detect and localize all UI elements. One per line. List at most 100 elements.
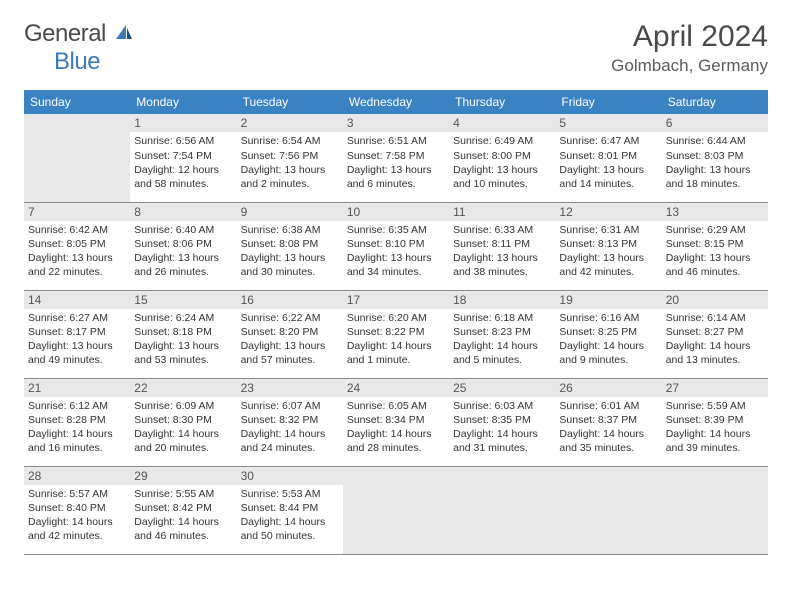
- day-details: Sunrise: 6:07 AMSunset: 8:32 PMDaylight:…: [237, 397, 343, 460]
- day-cell: 2Sunrise: 6:54 AMSunset: 7:56 PMDaylight…: [237, 114, 343, 202]
- daylight-line: Daylight: 13 hours and 34 minutes.: [347, 251, 445, 279]
- day-number: 15: [130, 291, 236, 309]
- daylight-line: Daylight: 14 hours and 39 minutes.: [666, 427, 764, 455]
- logo: General Blue: [24, 20, 134, 76]
- day-details: Sunrise: 6:14 AMSunset: 8:27 PMDaylight:…: [662, 309, 768, 372]
- daylight-line: Daylight: 12 hours and 58 minutes.: [134, 163, 232, 191]
- daylight-line: Daylight: 13 hours and 6 minutes.: [347, 163, 445, 191]
- day-number: 11: [449, 203, 555, 221]
- sunset-line: Sunset: 8:44 PM: [241, 501, 339, 515]
- day-details: Sunrise: 6:56 AMSunset: 7:54 PMDaylight:…: [130, 132, 236, 195]
- calendar-row: 21Sunrise: 6:12 AMSunset: 8:28 PMDayligh…: [24, 378, 768, 466]
- sunset-line: Sunset: 8:28 PM: [28, 413, 126, 427]
- sunrise-line: Sunrise: 5:53 AM: [241, 487, 339, 501]
- day-cell: 3Sunrise: 6:51 AMSunset: 7:58 PMDaylight…: [343, 114, 449, 202]
- day-details: Sunrise: 6:24 AMSunset: 8:18 PMDaylight:…: [130, 309, 236, 372]
- daylight-line: Daylight: 14 hours and 46 minutes.: [134, 515, 232, 543]
- calendar-page: General Blue April 2024 Golmbach, German…: [0, 0, 792, 575]
- title-block: April 2024 Golmbach, Germany: [611, 20, 768, 76]
- day-details: Sunrise: 6:49 AMSunset: 8:00 PMDaylight:…: [449, 132, 555, 195]
- sunrise-line: Sunrise: 6:29 AM: [666, 223, 764, 237]
- sunset-line: Sunset: 8:22 PM: [347, 325, 445, 339]
- day-cell: 30Sunrise: 5:53 AMSunset: 8:44 PMDayligh…: [237, 466, 343, 554]
- day-number: 25: [449, 379, 555, 397]
- sunrise-line: Sunrise: 6:03 AM: [453, 399, 551, 413]
- day-number: 12: [555, 203, 661, 221]
- day-number: 20: [662, 291, 768, 309]
- sunset-line: Sunset: 7:54 PM: [134, 149, 232, 163]
- sunrise-line: Sunrise: 6:44 AM: [666, 134, 764, 148]
- daylight-line: Daylight: 14 hours and 9 minutes.: [559, 339, 657, 367]
- daylight-line: Daylight: 14 hours and 24 minutes.: [241, 427, 339, 455]
- sunrise-line: Sunrise: 6:01 AM: [559, 399, 657, 413]
- day-cell: 7Sunrise: 6:42 AMSunset: 8:05 PMDaylight…: [24, 202, 130, 290]
- day-details: Sunrise: 6:33 AMSunset: 8:11 PMDaylight:…: [449, 221, 555, 284]
- daylight-line: Daylight: 13 hours and 14 minutes.: [559, 163, 657, 191]
- day-number: 18: [449, 291, 555, 309]
- day-details: Sunrise: 5:53 AMSunset: 8:44 PMDaylight:…: [237, 485, 343, 548]
- daylight-line: Daylight: 13 hours and 46 minutes.: [666, 251, 764, 279]
- day-details: Sunrise: 6:44 AMSunset: 8:03 PMDaylight:…: [662, 132, 768, 195]
- day-number: 9: [237, 203, 343, 221]
- day-number: 21: [24, 379, 130, 397]
- day-cell: 12Sunrise: 6:31 AMSunset: 8:13 PMDayligh…: [555, 202, 661, 290]
- sunrise-line: Sunrise: 6:33 AM: [453, 223, 551, 237]
- day-number: 1: [130, 114, 236, 132]
- weekday-header: Tuesday: [237, 90, 343, 114]
- day-cell: 9Sunrise: 6:38 AMSunset: 8:08 PMDaylight…: [237, 202, 343, 290]
- sunset-line: Sunset: 8:25 PM: [559, 325, 657, 339]
- daylight-line: Daylight: 13 hours and 18 minutes.: [666, 163, 764, 191]
- sail-icon: [114, 20, 134, 48]
- empty-cell: [662, 466, 768, 554]
- day-cell: 17Sunrise: 6:20 AMSunset: 8:22 PMDayligh…: [343, 290, 449, 378]
- location-label: Golmbach, Germany: [611, 56, 768, 76]
- sunrise-line: Sunrise: 6:18 AM: [453, 311, 551, 325]
- day-details: Sunrise: 6:05 AMSunset: 8:34 PMDaylight:…: [343, 397, 449, 460]
- day-cell: 26Sunrise: 6:01 AMSunset: 8:37 PMDayligh…: [555, 378, 661, 466]
- day-details: Sunrise: 6:01 AMSunset: 8:37 PMDaylight:…: [555, 397, 661, 460]
- day-number: 2: [237, 114, 343, 132]
- day-cell: 19Sunrise: 6:16 AMSunset: 8:25 PMDayligh…: [555, 290, 661, 378]
- day-number: 10: [343, 203, 449, 221]
- sunset-line: Sunset: 8:11 PM: [453, 237, 551, 251]
- calendar-body: 1Sunrise: 6:56 AMSunset: 7:54 PMDaylight…: [24, 114, 768, 554]
- day-cell: 13Sunrise: 6:29 AMSunset: 8:15 PMDayligh…: [662, 202, 768, 290]
- sunrise-line: Sunrise: 5:59 AM: [666, 399, 764, 413]
- day-cell: 1Sunrise: 6:56 AMSunset: 7:54 PMDaylight…: [130, 114, 236, 202]
- sunset-line: Sunset: 7:58 PM: [347, 149, 445, 163]
- sunset-line: Sunset: 8:06 PM: [134, 237, 232, 251]
- sunset-line: Sunset: 8:27 PM: [666, 325, 764, 339]
- day-cell: 16Sunrise: 6:22 AMSunset: 8:20 PMDayligh…: [237, 290, 343, 378]
- day-cell: 20Sunrise: 6:14 AMSunset: 8:27 PMDayligh…: [662, 290, 768, 378]
- daylight-line: Daylight: 14 hours and 20 minutes.: [134, 427, 232, 455]
- daylight-line: Daylight: 14 hours and 1 minute.: [347, 339, 445, 367]
- day-number: 17: [343, 291, 449, 309]
- sunrise-line: Sunrise: 6:54 AM: [241, 134, 339, 148]
- sunrise-line: Sunrise: 6:27 AM: [28, 311, 126, 325]
- day-cell: 25Sunrise: 6:03 AMSunset: 8:35 PMDayligh…: [449, 378, 555, 466]
- sunrise-line: Sunrise: 6:24 AM: [134, 311, 232, 325]
- day-cell: 4Sunrise: 6:49 AMSunset: 8:00 PMDaylight…: [449, 114, 555, 202]
- sunrise-line: Sunrise: 6:47 AM: [559, 134, 657, 148]
- sunset-line: Sunset: 8:13 PM: [559, 237, 657, 251]
- day-number: 28: [24, 467, 130, 485]
- page-header: General Blue April 2024 Golmbach, German…: [24, 20, 768, 76]
- day-cell: 18Sunrise: 6:18 AMSunset: 8:23 PMDayligh…: [449, 290, 555, 378]
- day-cell: 23Sunrise: 6:07 AMSunset: 8:32 PMDayligh…: [237, 378, 343, 466]
- day-details: Sunrise: 6:20 AMSunset: 8:22 PMDaylight:…: [343, 309, 449, 372]
- sunrise-line: Sunrise: 6:31 AM: [559, 223, 657, 237]
- daylight-line: Daylight: 13 hours and 2 minutes.: [241, 163, 339, 191]
- sunset-line: Sunset: 8:37 PM: [559, 413, 657, 427]
- day-details: Sunrise: 6:31 AMSunset: 8:13 PMDaylight:…: [555, 221, 661, 284]
- day-details: Sunrise: 5:57 AMSunset: 8:40 PMDaylight:…: [24, 485, 130, 548]
- day-details: Sunrise: 6:29 AMSunset: 8:15 PMDaylight:…: [662, 221, 768, 284]
- calendar-table: Sunday Monday Tuesday Wednesday Thursday…: [24, 90, 768, 555]
- sunset-line: Sunset: 8:03 PM: [666, 149, 764, 163]
- sunrise-line: Sunrise: 6:40 AM: [134, 223, 232, 237]
- day-cell: 29Sunrise: 5:55 AMSunset: 8:42 PMDayligh…: [130, 466, 236, 554]
- sunset-line: Sunset: 8:10 PM: [347, 237, 445, 251]
- day-number: 8: [130, 203, 236, 221]
- daylight-line: Daylight: 13 hours and 22 minutes.: [28, 251, 126, 279]
- sunset-line: Sunset: 8:30 PM: [134, 413, 232, 427]
- calendar-row: 7Sunrise: 6:42 AMSunset: 8:05 PMDaylight…: [24, 202, 768, 290]
